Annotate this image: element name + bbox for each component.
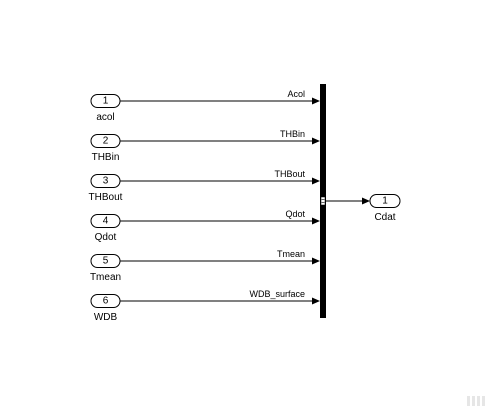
inport-thbin[interactable]: 2 THBin bbox=[90, 134, 121, 164]
output-arrowhead bbox=[362, 197, 370, 205]
inport-name: Qdot bbox=[95, 232, 117, 243]
inport-number: 5 bbox=[103, 256, 109, 267]
signal-label: Tmean bbox=[277, 249, 305, 259]
inport-name: WDB bbox=[94, 312, 118, 323]
outport-number: 1 bbox=[382, 196, 388, 207]
inport-name: Tmean bbox=[90, 272, 121, 283]
signal-arrowhead bbox=[312, 217, 320, 225]
inport-name: acol bbox=[96, 112, 114, 123]
outport-name: Cdat bbox=[374, 212, 395, 223]
inport-thbout[interactable]: 3 THBout bbox=[89, 174, 123, 204]
signal-label: WDB_surface bbox=[249, 289, 305, 299]
inport-tmean[interactable]: 5 Tmean bbox=[90, 254, 121, 284]
inport-name: THBin bbox=[92, 152, 120, 163]
outport-oval[interactable] bbox=[369, 194, 401, 208]
signal-label: THBout bbox=[274, 169, 305, 179]
inport-number: 4 bbox=[103, 216, 109, 227]
signal-arrowhead bbox=[312, 297, 320, 305]
resize-corner-icon bbox=[467, 396, 485, 406]
signal-arrowhead bbox=[312, 97, 320, 105]
inport-number: 3 bbox=[103, 176, 109, 187]
signal-label: Acol bbox=[287, 89, 305, 99]
signal-label: Qdot bbox=[285, 209, 305, 219]
outport-cdat[interactable]: 1 Cdat bbox=[369, 194, 401, 224]
signal-arrowhead bbox=[312, 257, 320, 265]
signal-arrowhead bbox=[312, 177, 320, 185]
inport-acol[interactable]: 1 acol bbox=[90, 94, 121, 124]
signal-arrowhead bbox=[312, 137, 320, 145]
inport-number: 2 bbox=[103, 136, 109, 147]
inport-qdot[interactable]: 4 Qdot bbox=[90, 214, 121, 244]
inports-layer: 1 acol Acol 2 THBin THBin 3 THBout THBout 4 Qdot Qd… bbox=[89, 89, 320, 323]
mux-handle bbox=[320, 196, 326, 206]
inport-name: THBout bbox=[89, 192, 123, 203]
inport-number: 6 bbox=[103, 296, 109, 307]
inport-number: 1 bbox=[103, 96, 109, 107]
signal-label: THBin bbox=[280, 129, 305, 139]
inport-wdb[interactable]: 6 WDB bbox=[90, 294, 121, 324]
